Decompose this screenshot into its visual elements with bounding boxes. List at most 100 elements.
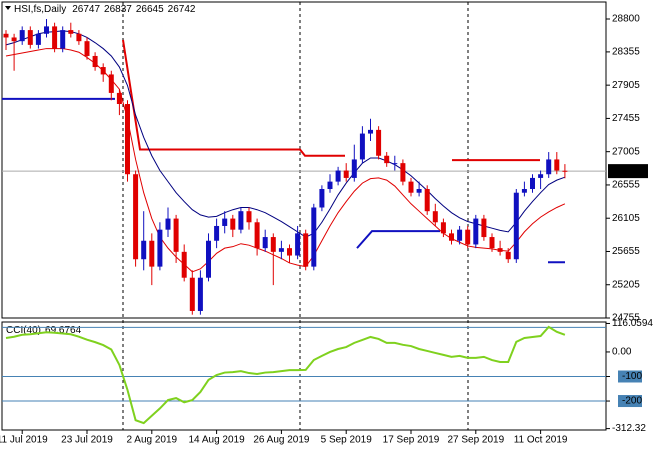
candle-body [197,277,203,311]
candle-body [52,26,58,49]
indicator-line [5,325,566,425]
candle-body [424,189,430,212]
indicator-name: CCI(40) [6,325,41,336]
candle-body [165,218,171,230]
level-line [122,39,345,157]
candle-body [343,170,349,178]
candle-body [76,33,82,42]
candle-body [254,222,260,249]
x-tick-label: 17 Sep 2019 [383,435,440,446]
indicator-value: 69.6764 [45,325,82,336]
candle-body [319,189,325,208]
candle-body [538,174,544,178]
candle-body [206,240,211,278]
x-tick-label: 11 Oct 2019 [514,435,568,446]
candle-body [505,251,511,260]
candle-body [44,26,49,34]
candle-body [222,218,228,226]
header: HSI,fs,Daily 26747 26837 26645 26742 CCI(40)… [5,4,196,336]
x-tick-label: 2 Aug 2019 [126,435,177,446]
candle-body [497,248,503,252]
y-tick-label: 27905 [612,80,640,91]
x-tick-label: 5 Sep 2019 [321,435,373,446]
candle-body [270,237,276,252]
candle-body [157,229,163,267]
level-line [356,230,440,249]
candle-body [368,129,373,134]
candle-body [335,170,341,182]
candle-body [173,218,179,252]
candle-body [262,237,268,249]
candle-body [100,67,106,75]
candle-body [278,248,284,252]
candle-body [481,218,487,238]
moving-average [5,48,566,273]
candle-body [133,174,139,260]
y-tick-label: 27005 [612,146,640,157]
x-tick-label: 11 Jul 2019 [0,435,48,446]
candle-body [400,163,406,182]
candle-body [108,74,114,93]
candle-body [189,277,195,311]
candle-body [513,192,519,260]
candle-body [432,211,438,223]
candle-body [116,92,122,105]
y2-tick-label: 0.00 [612,347,632,358]
candle-body [3,33,9,38]
y2-tick-box [618,395,642,408]
candle-body [327,181,333,190]
candle-body [11,37,17,42]
candle-body [84,41,90,56]
x-tick-label: 26 Aug 2019 [253,435,310,446]
y-tick-label: 28800 [612,14,640,25]
candle-body [465,229,471,245]
x-tick-label: 23 Jul 2019 [61,435,113,446]
candle-body [521,189,527,193]
y-tick-label: 26105 [612,213,640,224]
candle-body [214,225,220,241]
header-open: 26747 [72,4,100,15]
candle-body [60,30,66,49]
candle-body [311,207,317,267]
candle-body [489,237,495,249]
y-tick-label: 25205 [612,279,640,290]
header-low: 26645 [136,4,164,15]
candle-body [246,211,252,223]
y-tick-label: 24755 [612,313,640,324]
y2-tick-box [618,370,642,383]
y2-tick-label: -200 [622,396,642,407]
candle-body [562,170,568,172]
current-price-label: 26742 [612,166,640,177]
symbol-header: HSI,fs,Daily 26747 26837 26645 26742 [14,4,196,15]
candle-body [287,248,292,256]
candle-body [384,155,390,164]
candle-body [125,104,130,175]
candle-body [440,222,446,234]
y2-tick-label: 116.0594 [612,318,653,329]
candle-body [35,33,41,45]
candle-body [92,55,98,68]
y2-tick-label: -312.32 [612,423,646,434]
y-tick-label: 26555 [612,180,640,191]
candle-body [27,30,33,45]
moving-average [5,30,566,238]
candle-body [230,218,236,230]
candle-body [408,181,414,193]
candle-body [19,30,25,42]
indicator-header: CCI(40) 69.6764 [6,325,82,336]
symbol-title: HSI,fs,Daily [14,4,66,15]
current-price-box [608,164,648,179]
candle-body [530,177,535,190]
y-tick-label: 27455 [612,113,640,124]
candle-body [473,218,479,245]
x-tick-label: 27 Sep 2019 [447,435,504,446]
candle-body [546,159,552,175]
y-tick-label: 25655 [612,246,640,257]
menu-icon [5,6,11,10]
header-high: 26837 [104,4,132,15]
candle-body [392,163,398,165]
candle-body [359,133,365,160]
candle-body [449,233,454,241]
candle-body [351,159,357,178]
